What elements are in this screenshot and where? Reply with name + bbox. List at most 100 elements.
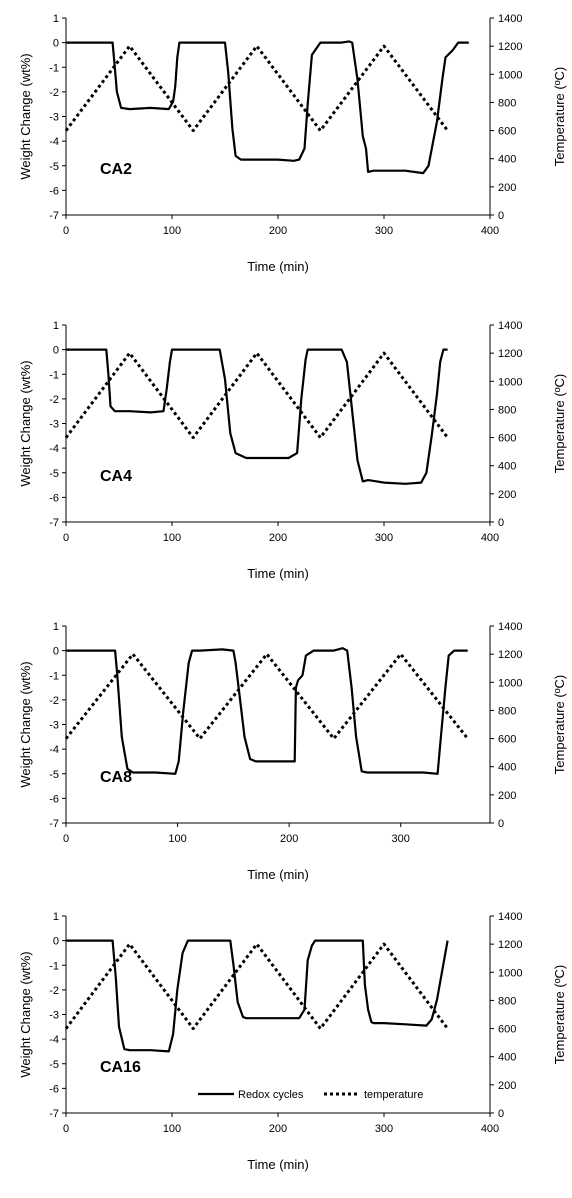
y-axis-title-right: Temperature (ºC) [552, 965, 567, 1064]
chart-svg-ca2: 10-1-2-3-4-5-6-7140012001000800600400200… [18, 13, 567, 274]
y-tick-label-left: 0 [53, 345, 59, 357]
chart-panel-ca16: 1 0 -1 -2 -3 -4 -5 -6 -7 1400 1200 1000 800 600 400 200… [0, 898, 572, 1198]
y-tick-label-right: 0 [498, 517, 504, 529]
y-axis-title-right: Temperature (ºC) [552, 67, 567, 166]
y-tick-label-right: 600 [498, 433, 516, 445]
y-tick-label-left: -4 [49, 443, 59, 455]
y-tick-label-left: -2 [49, 394, 59, 406]
y-tick-label-left: -7 [49, 517, 59, 529]
y-tick-label-right: 800 [498, 705, 516, 717]
y-tick-label-left: 0 [53, 936, 59, 948]
y-tick-label-right: 400 [498, 1052, 516, 1064]
y-tick-label-right: 1000 [498, 967, 522, 979]
y-tick-label-left: -4 [49, 744, 59, 756]
legend-label-1: temperature [364, 1089, 423, 1101]
chart-panel-ca8: 1 0 -1 -2 -3 -4 -5 -6 -7 1400 1200 1000 800 600 400 200… [0, 608, 572, 908]
y-tick-label-right: 0 [498, 1108, 504, 1120]
x-tick-label: 0 [63, 532, 69, 544]
chart-panel-ca2: 1 0 -1 -2 -3 -4 -5 -6 -7 1400 1200 1000 800 600 400 200… [0, 0, 572, 300]
y-tick-label-right: 800 [498, 995, 516, 1007]
sample-label: CA2 [100, 161, 132, 178]
y-tick-label-left: -2 [49, 87, 59, 99]
x-tick-label: 400 [481, 1123, 499, 1135]
y-tick-label-right: 400 [498, 154, 516, 166]
y-tick-label-left: 0 [53, 646, 59, 658]
chart-svg-ca8: 10-1-2-3-4-5-6-7140012001000800600400200… [18, 621, 567, 882]
x-tick-label: 0 [63, 225, 69, 237]
chart-panel-ca4: 1 0 -1 -2 -3 -4 -5 -6 -7 1400 1200 1000 800 600 400 200… [0, 307, 572, 607]
y-tick-label-left: -5 [49, 468, 59, 480]
x-tick-label: 200 [269, 532, 287, 544]
y-tick-label-left: -5 [49, 161, 59, 173]
x-tick-label: 0 [63, 833, 69, 845]
y-tick-label-left: -7 [49, 818, 59, 830]
y-tick-label-left: -3 [49, 1010, 59, 1022]
x-tick-label: 200 [269, 225, 287, 237]
x-tick-label: 100 [163, 532, 181, 544]
y-tick-label-right: 200 [498, 790, 516, 802]
y-tick-label-left: -4 [49, 1034, 59, 1046]
y-tick-label-left: -1 [49, 960, 59, 972]
legend: Redox cycles temperature [198, 1089, 423, 1101]
y-tick-label-left: 0 [53, 38, 59, 50]
y-tick-label-right: 200 [498, 1080, 516, 1092]
x-tick-label: 100 [163, 225, 181, 237]
y-tick-label-left: -5 [49, 769, 59, 781]
y-tick-label-left: -6 [49, 793, 59, 805]
x-tick-label: 400 [481, 225, 499, 237]
y-tick-label-right: 600 [498, 734, 516, 746]
y-tick-label-left: -3 [49, 419, 59, 431]
plot-group-ca8: 10-1-2-3-4-5-6-7140012001000800600400200… [18, 621, 567, 882]
series-temperature-line [64, 351, 449, 440]
y-tick-label-right: 1200 [498, 939, 522, 951]
y-axis-title-right: Temperature (ºC) [552, 374, 567, 473]
x-tick-label: 300 [392, 833, 410, 845]
chart-svg-ca16: 10-1-2-3-4-5-6-7140012001000800600400200… [18, 911, 567, 1172]
series-redox-line [66, 348, 448, 485]
x-tick-label: 200 [269, 1123, 287, 1135]
plot-group-ca2: 10-1-2-3-4-5-6-7140012001000800600400200… [18, 13, 567, 274]
y-tick-label-right: 1400 [498, 911, 522, 923]
y-tick-label-right: 200 [498, 182, 516, 194]
y-axis-title-left: Weight Change (wt%) [18, 661, 33, 787]
series-redox-line [66, 647, 468, 775]
y-tick-label-left: -1 [49, 62, 59, 74]
y-tick-label-right: 800 [498, 404, 516, 416]
y-tick-label-left: 1 [53, 13, 59, 25]
y-tick-label-right: 800 [498, 97, 516, 109]
x-tick-label: 400 [481, 532, 499, 544]
x-axis-title: Time (min) [247, 867, 309, 882]
plot-group-ca4: 10-1-2-3-4-5-6-7140012001000800600400200… [18, 320, 567, 581]
y-tick-label-right: 1000 [498, 376, 522, 388]
sample-label: CA4 [100, 468, 132, 485]
series-temperature-line [64, 942, 449, 1031]
x-tick-label: 300 [375, 225, 393, 237]
x-tick-label: 100 [168, 833, 186, 845]
y-tick-label-left: 1 [53, 320, 59, 332]
series-redox-line [66, 939, 449, 1053]
y-tick-label-right: 1400 [498, 621, 522, 633]
series-temperature-line [64, 44, 449, 133]
y-tick-label-left: -1 [49, 670, 59, 682]
y-axis-title-right: Temperature (ºC) [552, 675, 567, 774]
sample-label: CA16 [100, 1059, 141, 1076]
y-tick-label-left: -6 [49, 492, 59, 504]
y-tick-label-right: 200 [498, 489, 516, 501]
legend-label-0: Redox cycles [238, 1089, 304, 1101]
plot-group-ca16: 10-1-2-3-4-5-6-7140012001000800600400200… [18, 911, 567, 1172]
y-tick-label-left: -3 [49, 112, 59, 124]
y-tick-label-right: 1200 [498, 649, 522, 661]
y-tick-label-left: -6 [49, 1083, 59, 1095]
y-tick-label-right: 1400 [498, 320, 522, 332]
y-tick-label-left: 1 [53, 911, 59, 923]
x-axis-title: Time (min) [247, 1157, 309, 1172]
x-axis-title: Time (min) [247, 259, 309, 274]
x-tick-label: 0 [63, 1123, 69, 1135]
y-axis-title-left: Weight Change (wt%) [18, 360, 33, 486]
y-tick-label-left: -4 [49, 136, 59, 148]
x-tick-label: 100 [163, 1123, 181, 1135]
y-tick-label-right: 400 [498, 461, 516, 473]
y-tick-label-right: 1000 [498, 69, 522, 81]
y-tick-label-left: -7 [49, 210, 59, 222]
y-axis-title-left: Weight Change (wt%) [18, 951, 33, 1077]
